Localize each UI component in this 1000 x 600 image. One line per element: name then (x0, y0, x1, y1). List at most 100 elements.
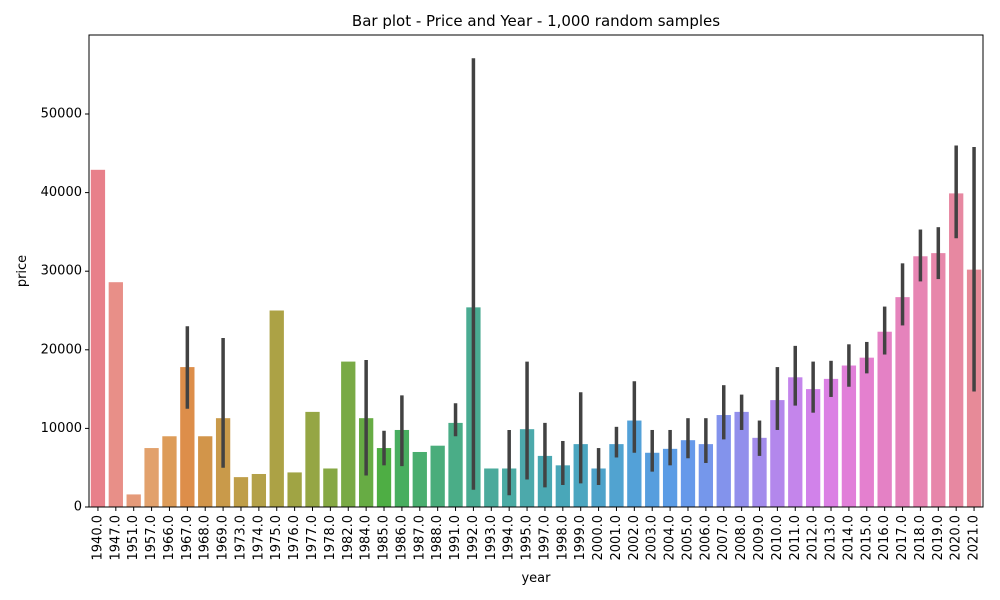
bar-1991.0 (448, 422, 463, 507)
x-tick-label: 2014.0 (841, 515, 856, 561)
bar-1951.0 (126, 494, 141, 507)
x-tick-label: 1984.0 (359, 515, 374, 561)
chart-title: Bar plot - Price and Year - 1,000 random… (352, 12, 720, 30)
bar-2016.0 (877, 331, 892, 507)
x-tick-label: 2009.0 (752, 515, 767, 561)
x-tick-label: 1973.0 (233, 515, 248, 561)
bar-1968.0 (198, 436, 213, 507)
x-tick-label: 2015.0 (859, 515, 874, 561)
x-tick-label: 2021.0 (967, 515, 982, 561)
bar-1977.0 (305, 411, 320, 507)
x-tick-label: 2010.0 (770, 515, 785, 561)
bar-1974.0 (251, 473, 267, 507)
x-tick-label: 1982.0 (341, 515, 356, 561)
bar-2010.0 (770, 400, 785, 507)
bar-2008.0 (734, 411, 749, 507)
plot-frame (88, 34, 984, 508)
bar-2001.0 (609, 444, 624, 507)
bar-2019.0 (931, 253, 946, 507)
bar-2017.0 (895, 297, 910, 507)
bar-1947.0 (108, 282, 123, 507)
bar-2002.0 (627, 420, 642, 507)
x-axis: 1940.0 1947.0 1951.0 1957.0 1966.0 1967.0 1968… (90, 507, 982, 561)
bar-1993.0 (484, 468, 499, 507)
bar-2012.0 (805, 389, 821, 507)
x-tick-label: 2016.0 (877, 515, 892, 561)
x-tick-label: 1977.0 (305, 515, 320, 561)
bar-2015.0 (859, 357, 874, 507)
x-tick-label: 2004.0 (663, 515, 678, 561)
y-tick-label: 10000 (41, 421, 82, 436)
x-tick-label: 2000.0 (591, 515, 606, 561)
bar-1978.0 (323, 468, 338, 507)
x-tick-label: 1974.0 (251, 515, 266, 561)
x-tick-label: 2001.0 (609, 515, 624, 561)
x-tick-label: 1968.0 (198, 515, 213, 561)
x-tick-label: 1975.0 (269, 515, 284, 561)
y-tick-label: 20000 (41, 342, 82, 357)
x-tick-label: 1947.0 (108, 515, 123, 561)
x-tick-label: 1985.0 (377, 515, 392, 561)
bar-1976.0 (287, 472, 302, 507)
x-tick-label: 2017.0 (895, 515, 910, 561)
bar-1957.0 (144, 448, 159, 507)
bar-2018.0 (913, 256, 928, 507)
bar-1940.0 (90, 169, 106, 507)
x-tick-label: 1991.0 (448, 515, 463, 561)
bar-1966.0 (162, 436, 177, 507)
x-tick-label: 2013.0 (824, 515, 839, 561)
bar-2003.0 (645, 452, 660, 507)
bar-2007.0 (716, 415, 731, 507)
x-tick-label: 1988.0 (430, 515, 445, 561)
x-tick-label: 2020.0 (949, 515, 964, 561)
x-tick-label: 1969.0 (216, 515, 231, 561)
x-tick-label: 1986.0 (394, 515, 409, 561)
x-tick-label: 1993.0 (484, 515, 499, 561)
bar-2011.0 (788, 377, 803, 507)
x-tick-label: 1999.0 (573, 515, 588, 561)
x-tick-label: 1997.0 (537, 515, 552, 561)
y-axis-label: price (15, 255, 30, 287)
x-tick-label: 1976.0 (287, 515, 302, 561)
x-tick-label: 1992.0 (466, 515, 481, 561)
bar-2004.0 (662, 448, 678, 507)
x-tick-label: 1951.0 (126, 515, 141, 561)
bars-group (90, 169, 982, 507)
x-tick-label: 2006.0 (698, 515, 713, 561)
x-tick-label: 1994.0 (502, 515, 517, 561)
bar-1982.0 (341, 361, 356, 507)
x-tick-label: 1987.0 (412, 515, 427, 561)
bar-1988.0 (430, 445, 445, 507)
x-tick-label: 2005.0 (680, 515, 695, 561)
bar-2020.0 (949, 193, 964, 507)
bar-2000.0 (591, 468, 606, 507)
y-axis: 0 10000 20000 30000 40000 50000 (41, 107, 89, 515)
x-tick-label: 1957.0 (144, 515, 159, 561)
bar-1985.0 (376, 448, 392, 507)
bar-2009.0 (752, 437, 767, 507)
y-tick-label: 50000 (41, 107, 82, 122)
x-tick-label: 1978.0 (323, 515, 338, 561)
error-bars-group (185, 58, 976, 496)
x-tick-label: 2018.0 (913, 515, 928, 561)
bar-1998.0 (555, 465, 570, 507)
x-tick-label: 1940.0 (90, 515, 105, 561)
y-tick-label: 0 (74, 500, 82, 515)
x-tick-label: 2002.0 (627, 515, 642, 561)
x-tick-label: 1998.0 (555, 515, 570, 561)
x-tick-label: 1966.0 (162, 515, 177, 561)
bar-1987.0 (412, 451, 427, 507)
x-tick-label: 2011.0 (788, 515, 803, 561)
bar-2013.0 (823, 378, 839, 507)
x-tick-label: 2008.0 (734, 515, 749, 561)
bar-1967.0 (180, 367, 195, 507)
bar-1973.0 (233, 477, 249, 507)
y-tick-label: 30000 (41, 264, 82, 279)
y-tick-label: 40000 (41, 185, 82, 200)
x-tick-label: 2012.0 (806, 515, 821, 561)
x-tick-label: 2019.0 (931, 515, 946, 561)
bar-2005.0 (680, 440, 696, 507)
x-axis-label: year (521, 571, 551, 586)
bar-1975.0 (269, 310, 284, 507)
